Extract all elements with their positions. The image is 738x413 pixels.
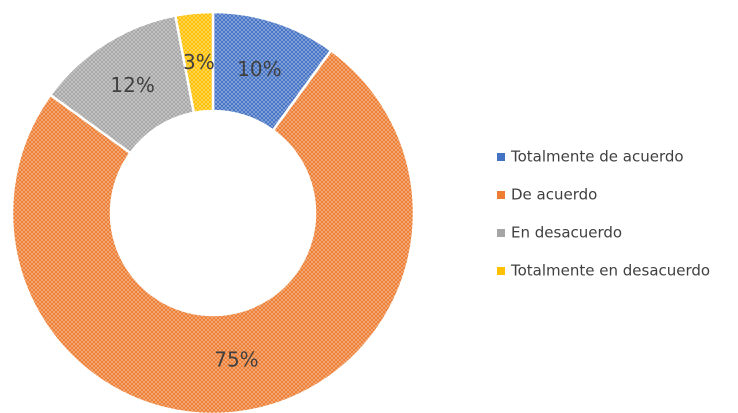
value-label: 75%	[214, 348, 258, 372]
value-label: 12%	[110, 73, 154, 97]
value-label: 3%	[183, 50, 215, 74]
legend-marker	[497, 153, 505, 161]
slice	[173, 10, 215, 115]
legend-label: Totalmente de acuerdo	[510, 148, 684, 166]
legend-marker	[497, 191, 505, 199]
value-label: 10%	[237, 57, 281, 81]
legend-label: En desacuerdo	[511, 224, 622, 242]
legend-label: Totalmente en desacuerdo	[510, 262, 710, 280]
legend-marker	[497, 267, 505, 275]
legend-label: De acuerdo	[511, 186, 597, 204]
legend-marker	[497, 229, 505, 237]
